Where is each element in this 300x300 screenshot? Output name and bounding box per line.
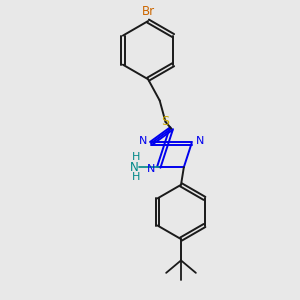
Text: N: N — [130, 161, 139, 174]
Text: Br: Br — [142, 5, 154, 18]
Text: H: H — [132, 172, 141, 182]
Text: N: N — [146, 164, 155, 174]
Text: S: S — [161, 115, 169, 128]
Text: N: N — [139, 136, 147, 146]
Text: N: N — [196, 136, 204, 146]
Text: H: H — [132, 152, 141, 163]
